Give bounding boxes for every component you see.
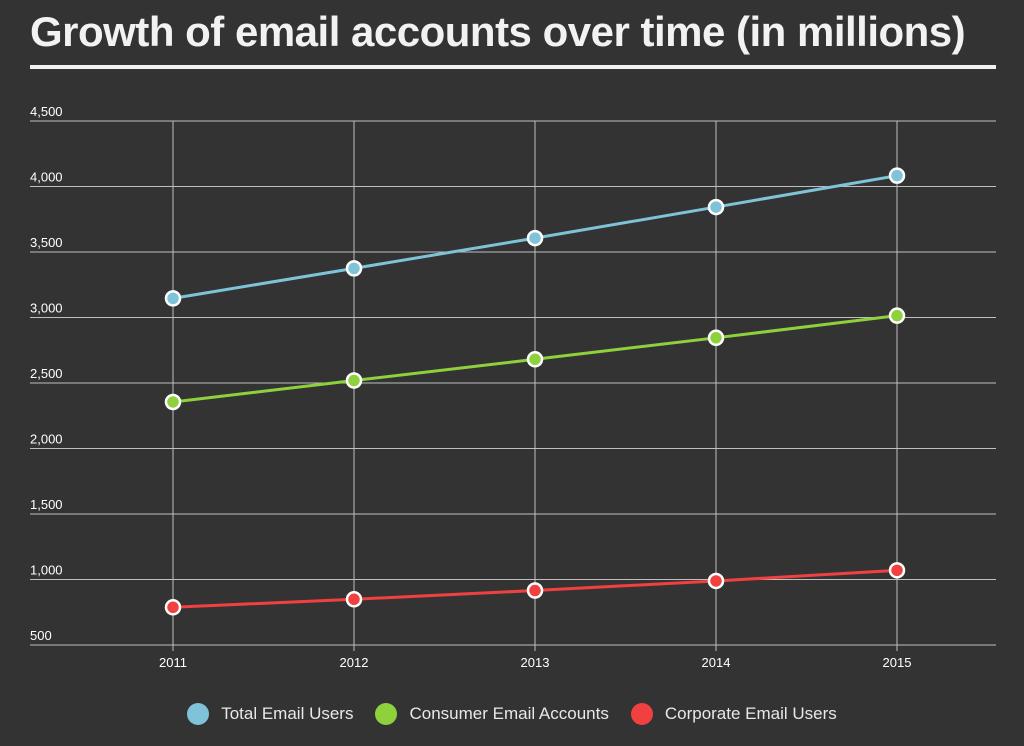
data-point-total-email-users: [345, 260, 363, 277]
y-tick-label: 4,500: [30, 104, 63, 119]
legend-label: Consumer Email Accounts: [409, 704, 609, 723]
y-tick-label: 500: [30, 628, 52, 643]
y-tick-label: 2,500: [30, 366, 63, 381]
line-chart: 500 1,000 1,500 2,000 2,500 3,000 3,500 4,000 4,…: [30, 104, 996, 670]
data-point-corporate-email-users: [164, 599, 182, 616]
legend-label: Total Email Users: [221, 704, 354, 723]
data-point-consumer-email-accounts: [888, 307, 906, 324]
data-point-total-email-users: [164, 290, 182, 307]
legend-item: Total Email Users: [187, 703, 353, 725]
chart-legend: Total Email Users Consumer Email Accounts…: [0, 703, 1024, 725]
y-tick-label: 3,000: [30, 301, 63, 316]
y-tick-label: 1,500: [30, 497, 63, 512]
data-point-consumer-email-accounts: [526, 351, 544, 368]
data-point-total-email-users: [707, 198, 725, 216]
data-point-total-email-users: [888, 167, 906, 184]
x-tick-label: 2013: [521, 655, 550, 670]
legend-label: Corporate Email Users: [664, 704, 837, 723]
legend-swatch: [187, 703, 210, 725]
x-tick-label: 2011: [159, 655, 187, 670]
legend-swatch: [375, 703, 398, 725]
data-point-corporate-email-users: [526, 582, 544, 599]
legend-swatch: [630, 703, 653, 725]
x-tick-label: 2015: [883, 655, 912, 670]
y-tick-label: 3,500: [30, 235, 63, 250]
data-point-total-email-users: [526, 229, 544, 247]
legend-item: Corporate Email Users: [630, 703, 837, 725]
x-tick-label: 2012: [340, 655, 369, 670]
x-tick-label: 2014: [702, 655, 731, 670]
chart-title: Growth of email accounts over time (in m…: [30, 8, 966, 55]
data-point-corporate-email-users: [707, 572, 725, 590]
legend-item: Consumer Email Accounts: [375, 703, 609, 725]
data-point-corporate-email-users: [888, 562, 906, 579]
data-point-corporate-email-users: [345, 591, 363, 608]
title-underline: [30, 65, 996, 69]
data-point-consumer-email-accounts: [164, 393, 182, 411]
y-tick-label: 1,000: [30, 563, 63, 578]
y-tick-label: 2,000: [30, 432, 63, 447]
y-tick-label: 4,000: [30, 170, 63, 185]
data-point-consumer-email-accounts: [707, 329, 725, 347]
data-point-consumer-email-accounts: [345, 372, 363, 389]
